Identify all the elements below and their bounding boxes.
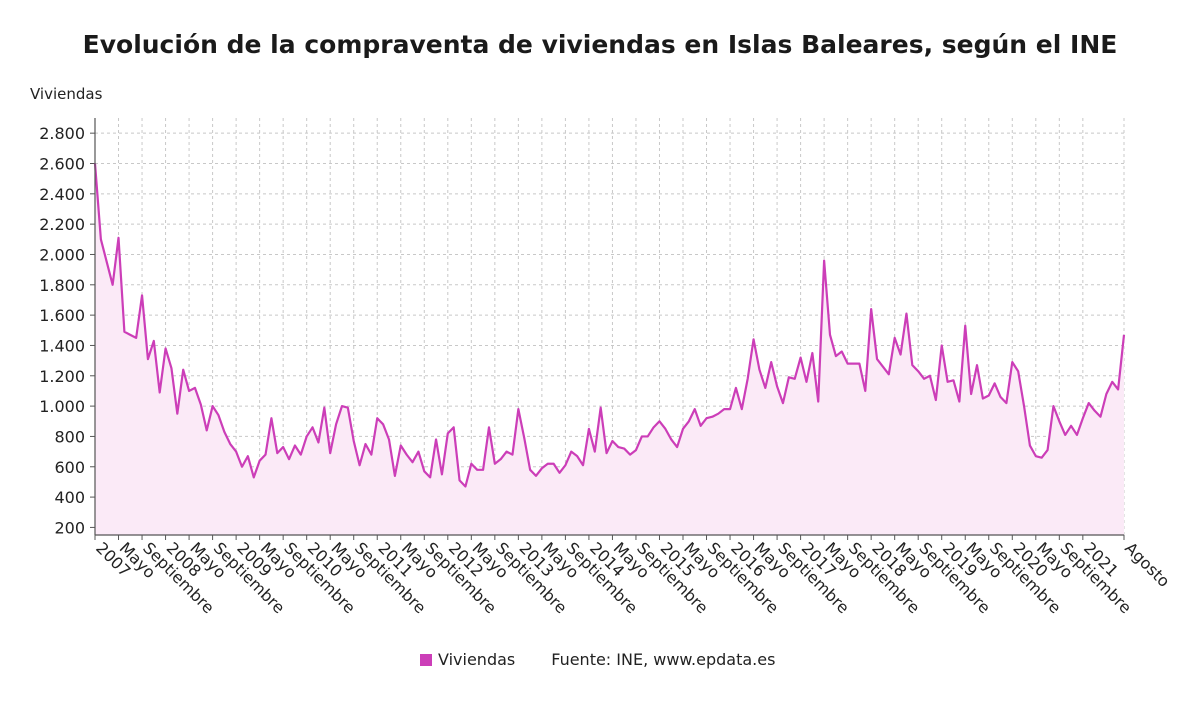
series-area-fill: [95, 163, 1124, 536]
y-tick-label: 2.800: [39, 124, 85, 143]
legend-label: Viviendas: [438, 650, 516, 669]
y-tick-label: 2.000: [39, 245, 85, 264]
y-tick-label: 2.600: [39, 154, 85, 173]
y-tick-label: 400: [54, 488, 85, 507]
legend: Viviendas Fuente: INE, www.epdata.es: [420, 650, 775, 669]
y-axis-label: Viviendas: [30, 85, 103, 103]
y-tick-label: 800: [54, 427, 85, 446]
y-tick-label: 200: [54, 518, 85, 537]
axes: [94, 118, 1124, 536]
chart-title: Evolución de la compraventa de viviendas…: [82, 30, 1118, 59]
y-tick-label: 600: [54, 458, 85, 477]
y-tick-label: 2.200: [39, 215, 85, 234]
gridlines: [90, 118, 1125, 540]
x-tick-label: Agosto: [1121, 538, 1174, 591]
y-tick-label: 1.400: [39, 336, 85, 355]
x-tick-labels: 2007MayoSeptiembre2008MayoSeptiembre2009…: [92, 538, 1174, 617]
y-tick-label: 1.600: [39, 306, 85, 325]
source-text: Fuente: INE, www.epdata.es: [551, 650, 776, 669]
series-line-viviendas: [93, 163, 1126, 488]
y-tick-label: 1.800: [39, 276, 85, 295]
y-tick-label: 1.000: [39, 397, 85, 416]
y-tick-label: 2.400: [39, 185, 85, 204]
y-tick-labels: 200 400 600 800 1.000 1.200 1.400 1.600 1.800 2.0…: [39, 124, 85, 537]
legend-swatch: [420, 653, 432, 666]
y-tick-label: 1.200: [39, 367, 85, 386]
